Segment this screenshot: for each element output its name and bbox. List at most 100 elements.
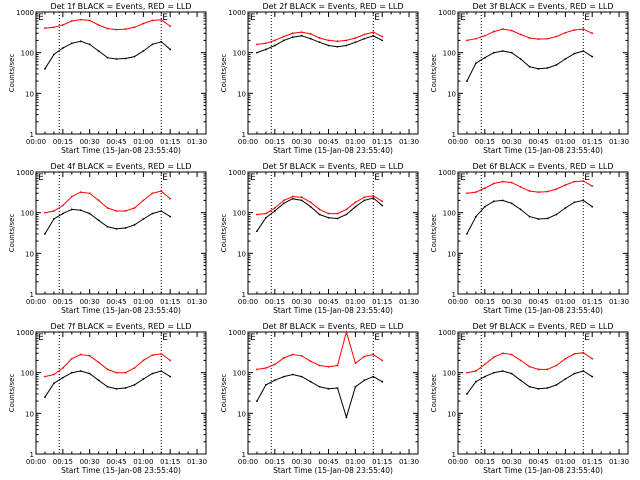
- x-tick-label: 00:30: [80, 298, 100, 306]
- lld-point: [273, 363, 276, 366]
- lld-point: [591, 185, 594, 188]
- y-tick-label: 100: [443, 50, 456, 58]
- events-point: [483, 375, 486, 378]
- events-point: [564, 378, 567, 380]
- events-point: [354, 205, 357, 208]
- y-tick-label: 1000: [228, 9, 246, 17]
- events-point: [264, 384, 267, 386]
- lld-point: [106, 207, 109, 209]
- panel-title: Det 9f BLACK = Events, RED = LLD: [472, 322, 613, 331]
- events-point: [381, 380, 384, 383]
- y-tick-label: 100: [233, 210, 246, 218]
- y-tick-label: 1000: [438, 9, 456, 17]
- lld-point: [354, 201, 357, 204]
- lld-point: [345, 331, 348, 333]
- panel-9: Det 9f BLACK = Events, RED = LLD 1 10 100 10…: [430, 322, 629, 475]
- lld-point: [318, 208, 321, 211]
- y-tick-label: 10: [237, 250, 246, 258]
- events-point: [318, 213, 321, 216]
- x-tick-label: 00:45: [106, 138, 126, 146]
- plot-frame: [35, 331, 207, 455]
- events-point: [327, 216, 330, 219]
- lld-point: [44, 27, 46, 30]
- y-tick-label: 1: [452, 131, 456, 139]
- x-tick-label: 01:15: [372, 298, 392, 306]
- x-axis-label: Start Time (15-Jan-08 23:55:40): [273, 146, 393, 155]
- lld-point: [70, 20, 73, 22]
- events-point: [327, 44, 330, 47]
- events-point: [97, 379, 100, 382]
- lld-point: [52, 210, 55, 212]
- events-point: [381, 39, 384, 42]
- panel-title: Det 8f BLACK = Events, RED = LLD: [262, 322, 403, 331]
- y-tick-label: 1000: [228, 329, 246, 337]
- eclipse-marker-start: E: [460, 333, 466, 343]
- events-point: [106, 225, 109, 228]
- lld-point: [510, 181, 513, 184]
- lld-point: [273, 207, 276, 209]
- lld-point: [345, 39, 348, 42]
- x-tick-label: 01:30: [609, 138, 629, 146]
- events-point: [519, 58, 522, 60]
- events-point: [115, 387, 118, 390]
- x-tick-label: 00:15: [265, 458, 285, 466]
- lld-point: [318, 37, 321, 39]
- lld-point: [372, 31, 375, 34]
- lld-point: [256, 213, 258, 216]
- events-point: [483, 56, 486, 59]
- events-point: [115, 58, 118, 60]
- events-point: [354, 385, 357, 388]
- x-tick-label: 01:15: [582, 298, 602, 306]
- y-tick-label: 1000: [16, 329, 34, 337]
- x-tick-label: 01:00: [133, 298, 153, 306]
- events-point: [256, 51, 258, 54]
- y-tick-label: 1: [242, 131, 246, 139]
- lld-point: [327, 365, 330, 368]
- x-tick-label: 00:45: [106, 458, 126, 466]
- events-point: [483, 205, 486, 208]
- lld-point: [537, 368, 540, 371]
- lld-point: [256, 43, 258, 46]
- lld-point: [291, 353, 294, 356]
- lld-series-line: [44, 190, 171, 214]
- lld-point: [363, 196, 366, 199]
- lld-point: [160, 352, 163, 355]
- eclipse-marker-start: E: [250, 13, 256, 23]
- y-tick-label: 100: [21, 210, 34, 218]
- lld-point: [88, 192, 91, 195]
- panel-2: Det 2f BLACK = Events, RED = LLD 1 10 100 10…: [220, 2, 419, 155]
- lld-point: [88, 354, 91, 357]
- panel-title: Det 3f BLACK = Events, RED = LLD: [472, 2, 613, 11]
- panel-1: Det 1f BLACK = Events, RED = LLD 1 10 100 10…: [8, 2, 207, 155]
- lld-point: [483, 363, 486, 366]
- events-point: [336, 217, 339, 220]
- events-point: [573, 201, 576, 204]
- lld-point: [142, 359, 145, 362]
- events-point: [363, 199, 366, 202]
- events-point: [256, 400, 258, 402]
- x-tick-label: 01:30: [399, 458, 419, 466]
- x-tick-label: 00:30: [292, 138, 312, 146]
- lld-point: [52, 26, 55, 29]
- events-point: [492, 371, 495, 374]
- events-point: [474, 215, 477, 218]
- x-tick-label: 01:00: [345, 458, 365, 466]
- y-axis-label: Counts/sec: [220, 54, 228, 93]
- y-tick-label: 1000: [438, 329, 456, 337]
- x-tick-label: 00:45: [318, 458, 338, 466]
- lld-point: [466, 371, 468, 374]
- x-tick-label: 01:00: [555, 138, 575, 146]
- x-tick-label: 00:45: [318, 138, 338, 146]
- x-tick-label: 00:00: [26, 138, 46, 146]
- lld-point: [61, 24, 64, 26]
- panel-title: Det 7f BLACK = Events, RED = LLD: [50, 322, 191, 331]
- events-series-line: [44, 208, 171, 235]
- lld-point: [537, 38, 540, 41]
- lld-point: [169, 25, 172, 28]
- events-point: [70, 208, 73, 211]
- x-tick-label: 00:45: [528, 458, 548, 466]
- events-point: [537, 387, 540, 390]
- x-tick-label: 01:30: [399, 298, 419, 306]
- lld-point: [282, 35, 285, 38]
- events-point: [115, 227, 118, 230]
